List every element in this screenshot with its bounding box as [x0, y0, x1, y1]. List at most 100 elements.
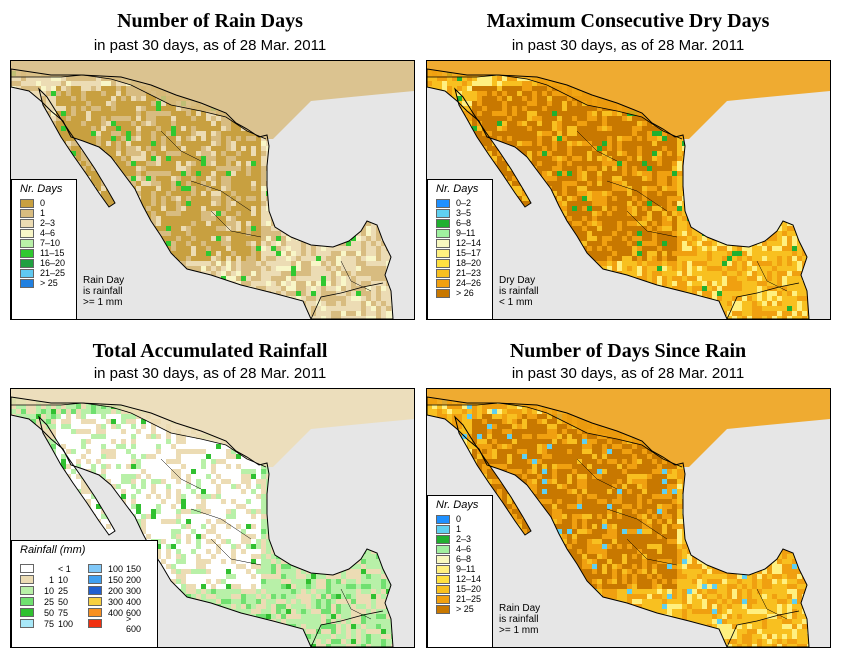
legend-range-high: 150 — [126, 563, 142, 574]
legend-swatch — [436, 198, 450, 208]
boundary-line — [190, 180, 252, 212]
legend-range-high: 400 — [126, 596, 142, 607]
note-line: is rainfall — [83, 286, 123, 297]
legend-title: Rainfall (mm) — [20, 544, 86, 556]
legend-label: 16–20 — [40, 258, 66, 268]
boundary-line — [427, 396, 810, 647]
legend-item: 16–20 — [20, 258, 76, 268]
legend-item: 12–14 — [436, 574, 492, 584]
legend-label: 24–26 — [456, 278, 482, 288]
legend-range-low: 10 — [43, 585, 54, 596]
legend-swatch — [436, 238, 450, 248]
legend-swatch — [88, 575, 102, 584]
legend-swatch — [20, 218, 34, 228]
legend-swatch — [88, 586, 102, 595]
legend-swatch — [436, 604, 450, 614]
boundary-line — [11, 396, 394, 647]
legend-swatch — [20, 575, 34, 584]
legend-item: 11–15 — [20, 248, 76, 258]
north-region — [11, 389, 414, 467]
legend-swatch — [436, 218, 450, 228]
legend-item: 2–3 — [436, 534, 492, 544]
note-line: is rainfall — [499, 286, 539, 297]
legend-swatch — [436, 534, 450, 544]
boundary-line — [454, 415, 532, 536]
note-line: Rain Day — [499, 603, 541, 614]
legend-label: 3–5 — [456, 208, 472, 218]
legend-label: 0–2 — [456, 198, 472, 208]
panel-1-map: Nr. Days 0 1 2–3 4–6 7–10 11–15 16–20 21–25 > 25… — [10, 60, 415, 320]
note-line: >= 1 mm — [83, 297, 123, 308]
legend-range-low: 300 — [108, 596, 124, 607]
panel-3-map: Rainfall (mm) < 1 1 10 10 25 25 50 50 75 75 100 10… — [10, 388, 415, 648]
legend-range-high: > 600 — [126, 613, 142, 634]
legend-range-high: 100 — [58, 618, 74, 629]
legend-range-high: 75 — [58, 607, 69, 618]
legend-swatch — [20, 278, 34, 288]
legend-range-low: 200 — [108, 585, 124, 596]
legend-swatch — [20, 198, 34, 208]
legend-swatch — [436, 574, 450, 584]
legend-swatch — [436, 228, 450, 238]
legend-label: 7–10 — [40, 238, 61, 248]
legend-item: > 600 — [88, 614, 148, 634]
legend-item: 6–8 — [436, 554, 492, 564]
legend-right-column: 100 150 150 200 200 300 300 400 400 600 > 600 — [88, 563, 148, 634]
legend-swatch — [20, 268, 34, 278]
legend-label: 21–23 — [456, 268, 482, 278]
legend-item: 12–14 — [436, 238, 492, 248]
boundary-line — [38, 87, 116, 208]
legend-label: > 26 — [456, 288, 474, 298]
legend-item: 1 — [20, 208, 76, 218]
legend-range-high: 600 — [126, 607, 142, 618]
legend-range-high: 200 — [126, 574, 142, 585]
legend-item: 50 75 — [20, 607, 80, 618]
boundary-line — [38, 415, 116, 536]
legend-range-high: 300 — [126, 585, 142, 596]
legend-rows: 0 1 2–3 4–6 6–8 9–11 12–14 15–20 21–25 > 25 — [428, 514, 492, 614]
note-line: < 1 mm — [499, 297, 533, 308]
legend-swatch — [88, 564, 102, 573]
legend-range-high: 50 — [58, 596, 69, 607]
legend-swatch — [88, 608, 102, 617]
legend-left-column: < 1 1 10 10 25 25 50 50 75 75 100 — [20, 563, 80, 629]
legend-swatch — [88, 619, 102, 628]
legend-item: 21–23 — [436, 268, 492, 278]
legend-swatch — [436, 248, 450, 258]
legend-label: 2–3 — [40, 218, 56, 228]
legend-item: 0–2 — [436, 198, 492, 208]
panel-2-map-graphic — [427, 61, 830, 319]
legend-swatch — [436, 554, 450, 564]
boundary-line — [160, 458, 202, 490]
legend-item: 21–25 — [20, 268, 76, 278]
legend-swatch — [436, 268, 450, 278]
legend-label: 18–20 — [456, 258, 482, 268]
legend-swatch — [436, 208, 450, 218]
legend-item: > 25 — [436, 604, 492, 614]
note-line: Rain Day — [83, 275, 125, 286]
legend-item: 2–3 — [20, 218, 76, 228]
legend-item: 150 200 — [88, 574, 148, 585]
legend-range-high: 25 — [58, 585, 69, 596]
boundary-line — [606, 180, 668, 212]
legend-range-low: 150 — [108, 574, 124, 585]
legend-item: 10 25 — [20, 585, 80, 596]
legend-item: 400 600 — [88, 607, 148, 618]
legend-item: 6–8 — [436, 218, 492, 228]
panel-1-title: Number of Rain Days — [117, 10, 303, 32]
legend-item: 21–25 — [436, 594, 492, 604]
legend-item: 0 — [436, 514, 492, 524]
panel-4-legend: Nr. Days 0 1 2–3 4–6 6–8 9–11 12–14 15–20 21–25 >… — [427, 495, 493, 647]
legend-label: 9–11 — [456, 564, 476, 574]
legend-swatch — [436, 544, 450, 554]
legend-range-high: < 1 — [58, 563, 71, 574]
boundary-line — [454, 87, 532, 208]
legend-label: 21–25 — [456, 594, 482, 604]
boundary-line — [210, 538, 262, 566]
panel-2-subtitle: in past 30 days, as of 28 Mar. 2011 — [511, 37, 745, 54]
note-line: Dry Day — [499, 275, 536, 286]
legend-item: 1 — [436, 524, 492, 534]
legend-rows: 0 1 2–3 4–6 7–10 11–15 16–20 21–25 > 25 — [12, 198, 76, 288]
legend-range-low: 75 — [43, 618, 54, 629]
legend-label: 1 — [40, 208, 46, 218]
